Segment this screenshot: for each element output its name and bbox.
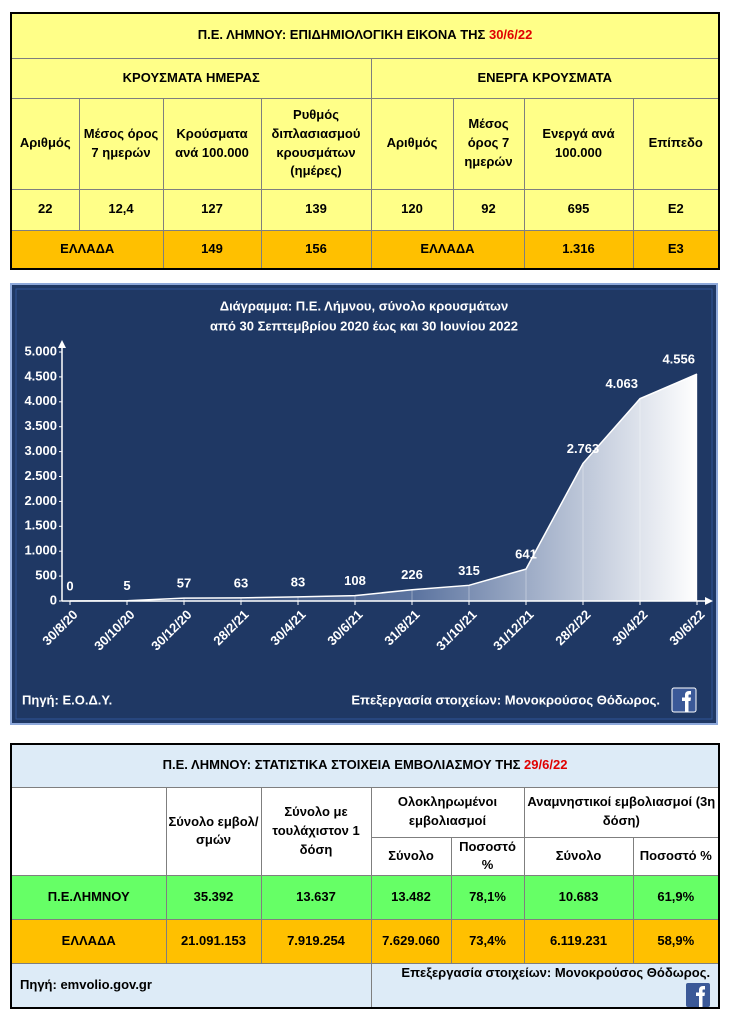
title-cell: Π.Ε. ΛΗΜΝΟΥ: ΣΤΑΤΙΣΤΙΚΑ ΣΤΟΙΧΕΙΑ ΕΜΒΟΛΙΑ…: [10, 743, 720, 788]
value-label: 63: [234, 575, 248, 590]
y-tick-label: 2.500: [24, 468, 57, 483]
title: Π.Ε. ΛΗΜΝΟΥ: ΣΤΑΤΙΣΤΙΚΑ ΣΤΟΙΧΕΙΑ ΕΜΒΟΛΙΑ…: [162, 757, 521, 773]
value-label: 83: [291, 574, 305, 589]
header: Μέσος όρος 7 ημερών: [78, 97, 164, 190]
y-tick-label: 4.500: [24, 368, 57, 383]
cell: 695: [523, 188, 634, 231]
cell: 149: [162, 229, 262, 270]
x-axis-arrow: [705, 597, 713, 605]
cell: ΕΛΛΑΔΑ: [10, 919, 167, 965]
cell: 13.637: [260, 875, 372, 921]
cell: 156: [260, 229, 372, 270]
value-label: 226: [401, 567, 423, 582]
header: Σύνολο εμβολ/σμών: [165, 786, 262, 877]
group-header: ΕΝΕΡΓΑ ΚΡΟΥΣΜΑΤΑ: [370, 57, 720, 99]
header: Μέσος όρος 7 ημερών: [452, 97, 525, 190]
cell: Ε3: [632, 229, 720, 270]
header: Αριθμός: [370, 97, 454, 190]
cell: ΕΛΛΑΔΑ: [370, 229, 525, 270]
cell: 78,1%: [450, 875, 525, 921]
y-tick-label: 2.000: [24, 493, 57, 508]
cell: Π.Ε.ΛΗΜΝΟΥ: [10, 875, 167, 921]
credit-cell: Επεξεργασία στοιχείων: Μονοκρούσος Θόδωρ…: [371, 963, 720, 1009]
subheader: Ποσοστό %: [450, 836, 525, 877]
cell: ΕΛΛΑΔΑ: [10, 229, 164, 270]
value-label: 5: [123, 578, 130, 593]
credit: Επεξεργασία στοιχείων: Μονοκρούσος Θόδωρ…: [401, 965, 711, 981]
date: 30/6/22: [488, 27, 533, 43]
header: Αναμνηστικοί εμβολιασμοί (3η δόση): [523, 786, 720, 838]
cell: 120: [370, 188, 454, 231]
chart: Διάγραμμα: Π.Ε. Λήμνου, σύνολο κρουσμάτω…: [10, 283, 718, 725]
facebook-icon: [671, 687, 697, 713]
cell: 58,9%: [632, 919, 720, 965]
cell: 73,4%: [450, 919, 525, 965]
cell: 92: [452, 188, 525, 231]
value-label: 2.763: [567, 441, 600, 456]
cell: 21.091.153: [165, 919, 262, 965]
epidemiology-table: Π.Ε. ΛΗΜΝΟΥ: ΕΠΙΔΗΜΙΟΛΟΓΙΚΗ ΕΙΚΟΝΑ ΤΗΣ 3…: [10, 12, 721, 270]
source: Πηγή: emvolio.gov.gr: [10, 963, 372, 1009]
chart-inner-border: [15, 288, 713, 720]
cell: 6.119.231: [523, 919, 634, 965]
cell: 127: [162, 188, 262, 231]
y-tick-label: 3.000: [24, 443, 57, 458]
date: 29/6/22: [524, 757, 568, 773]
y-tick-label: 500: [35, 568, 57, 583]
value-label: 57: [177, 576, 191, 591]
header: Επίπεδο: [632, 97, 720, 190]
y-tick-label: 1.000: [24, 543, 57, 558]
header: Αριθμός: [10, 97, 80, 190]
chart-subtitle: από 30 Σεπτεμβρίου 2020 έως και 30 Ιουνί…: [210, 318, 518, 333]
vaccination-table: Π.Ε. ΛΗΜΝΟΥ: ΣΤΑΤΙΣΤΙΚΑ ΣΤΟΙΧΕΙΑ ΕΜΒΟΛΙΑ…: [10, 743, 721, 1010]
header: Κρούσματα ανά 100.000: [162, 97, 262, 190]
facebook-icon: [686, 983, 711, 1008]
y-tick-label: 4.000: [24, 393, 57, 408]
header: Ρυθμός διπλασιασμού κρουσμάτων (ημέρες): [260, 97, 372, 190]
cell: 13.482: [370, 875, 452, 921]
cell: 12,4: [78, 188, 164, 231]
cell: 1.316: [523, 229, 634, 270]
cell: 61,9%: [632, 875, 720, 921]
header: Ενεργά ανά 100.000: [523, 97, 634, 190]
chart-title: Διάγραμμα: Π.Ε. Λήμνου, σύνολο κρουσμάτω…: [220, 298, 509, 313]
y-tick-label: 3.500: [24, 418, 57, 433]
empty-cell: [10, 786, 167, 877]
cell: 10.683: [523, 875, 634, 921]
header: Ολοκληρωμένοι εμβολιασμοί: [370, 786, 525, 838]
value-label: 4.556: [662, 352, 695, 367]
area-line: [69, 373, 698, 602]
y-tick-label: 0: [50, 592, 57, 607]
subheader: Ποσοστό %: [632, 836, 720, 877]
value-label: 641: [515, 547, 537, 562]
y-axis-arrow: [58, 340, 66, 348]
cell: 35.392: [165, 875, 262, 921]
subheader: Σύνολο: [523, 836, 634, 877]
group-header: ΚΡΟΥΣΜΑΤΑ ΗΜΕΡΑΣ: [10, 57, 372, 99]
value-label: 0: [66, 578, 73, 593]
y-tick-label: 1.500: [24, 518, 57, 533]
value-label: 4.063: [605, 376, 638, 391]
value-label: 315: [458, 563, 480, 578]
y-tick-label: 5.000: [24, 343, 57, 358]
value-label: 108: [344, 573, 366, 588]
subheader: Σύνολο: [370, 836, 452, 877]
credit: Επεξεργασία στοιχείων: Μονοκρούσος Θόδωρ…: [351, 692, 660, 707]
area: [70, 374, 697, 601]
cell: 7.629.060: [370, 919, 452, 965]
source: Πηγή: Ε.Ο.Δ.Υ.: [22, 692, 112, 707]
cell: 7.919.254: [260, 919, 372, 965]
cell: 22: [10, 188, 80, 231]
cell: Ε2: [632, 188, 720, 231]
cell: 139: [260, 188, 372, 231]
title-cell: Π.Ε. ΛΗΜΝΟΥ: ΕΠΙΔΗΜΙΟΛΟΓΙΚΗ ΕΙΚΟΝΑ ΤΗΣ 3…: [10, 12, 720, 59]
title: Π.Ε. ΛΗΜΝΟΥ: ΕΠΙΔΗΜΙΟΛΟΓΙΚΗ ΕΙΚΟΝΑ ΤΗΣ: [197, 27, 486, 43]
header: Σύνολο με τουλάχιστον 1 δόση: [260, 786, 372, 877]
